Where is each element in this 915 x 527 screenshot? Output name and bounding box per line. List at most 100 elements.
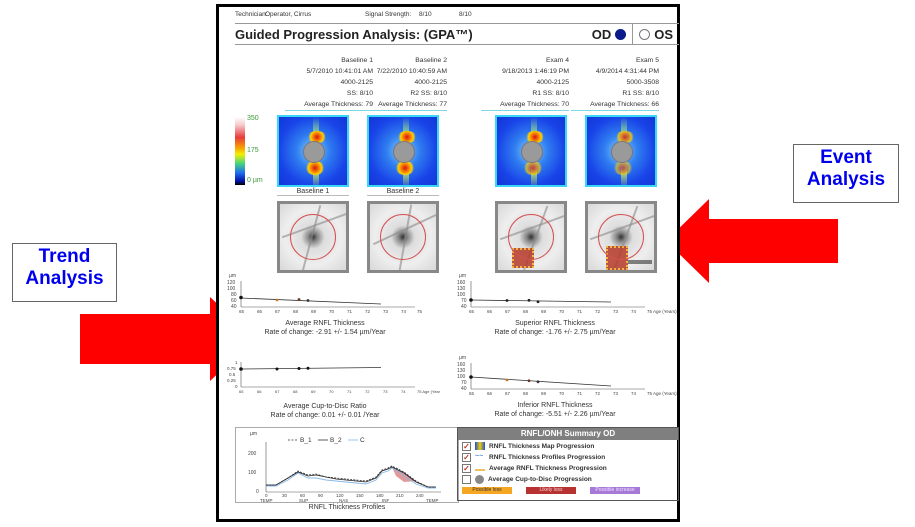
chart-title: Inferior RNFL Thickness (517, 402, 593, 409)
eye-os-selector[interactable]: OS (633, 27, 679, 42)
svg-text:160: 160 (457, 362, 466, 368)
svg-text:70: 70 (329, 309, 335, 314)
radio-selected-icon (615, 28, 627, 40)
svg-text:B_2: B_2 (330, 437, 342, 444)
exam-datetime: 4/9/2014 4:31:44 PM (595, 68, 659, 75)
legend-likely-loss: Likely loss (526, 487, 576, 494)
summary-legend: Possible loss Likely loss Possible incre… (462, 487, 678, 494)
svg-text:74: 74 (401, 309, 407, 314)
svg-text:40: 40 (231, 304, 237, 310)
fundus-image-exam-5[interactable] (585, 201, 657, 273)
fundus-image-exam-4[interactable] (495, 201, 567, 273)
svg-text:74: 74 (631, 391, 637, 396)
svg-text:100: 100 (248, 470, 257, 476)
svg-text:67: 67 (505, 309, 511, 314)
summary-row-profiles-progression: ✓ ~~ RNFL Thickness Profiles Progression (462, 452, 678, 462)
svg-text:80: 80 (231, 292, 237, 298)
superior-rnfl-trend-chart: µm 160 130 100 70 40 65 66 67 68 69 70 71 72 73 74 75 … (455, 271, 685, 321)
thickness-map-icon (475, 442, 485, 450)
svg-text:µm: µm (229, 273, 236, 279)
avg-rnfl-trend-caption: Average RNFL Thickness Rate of change: -… (225, 319, 425, 337)
exam-serial: 4000-2125 (414, 79, 447, 86)
exam-avg-thickness: Average Thickness: 79 (285, 99, 373, 111)
checkbox-checked-icon[interactable]: ✓ (462, 452, 471, 462)
svg-text:C: C (360, 437, 365, 444)
svg-text:180: 180 (376, 493, 384, 498)
svg-text:70: 70 (329, 389, 334, 394)
svg-text:100: 100 (227, 286, 236, 292)
svg-text:70: 70 (461, 380, 467, 386)
rate-of-change: Rate of change: -2.91 +/- 1.54 µm/Year (264, 329, 386, 336)
technician-value: Operator, Cirrus (265, 11, 312, 18)
summary-item-label: RNFL Thickness Profiles Progression (489, 453, 606, 461)
summary-row-map-progression: ✓ RNFL Thickness Map Progression (462, 441, 678, 451)
svg-text:0.75: 0.75 (227, 366, 236, 371)
svg-text:72: 72 (365, 389, 370, 394)
fundus-image-baseline-2[interactable] (367, 201, 439, 273)
thickness-map-baseline-2[interactable] (367, 115, 439, 187)
exam-datetime: 5/7/2010 10:41:01 AM (306, 68, 373, 75)
svg-text:67: 67 (505, 391, 511, 396)
checkbox-checked-icon[interactable]: ✓ (462, 463, 471, 473)
trend-analysis-callout: Trend Analysis (12, 243, 117, 302)
profile-wave-icon: ~~ (475, 453, 484, 460)
thickness-map-exam-4[interactable] (495, 115, 567, 187)
svg-text:71: 71 (347, 389, 352, 394)
svg-text:60: 60 (231, 298, 237, 304)
rnfl-onh-summary: RNFL/ONH Summary OD ✓ RNFL Thickness Map… (457, 427, 679, 501)
chart-title: Average Cup-to-Disc Ratio (283, 403, 367, 410)
svg-text:74: 74 (631, 309, 637, 314)
summary-title: RNFL/ONH Summary OD (458, 428, 678, 440)
svg-text:90: 90 (318, 493, 324, 498)
cup-disc-trend-caption: Average Cup-to-Disc Ratio Rate of change… (225, 402, 425, 420)
svg-text:71: 71 (577, 391, 583, 396)
avg-rnfl-trend-chart: µm 120 100 80 60 40 65 66 67 68 69 70 71 72 73 74 75 (225, 271, 425, 321)
superior-rnfl-trend-caption: Superior RNFL Thickness Rate of change: … (455, 319, 655, 337)
svg-text:65: 65 (469, 391, 475, 396)
svg-text:71: 71 (347, 309, 353, 314)
svg-text:SUP: SUP (299, 498, 308, 502)
svg-text:65: 65 (469, 309, 475, 314)
checkbox-unchecked-icon[interactable] (462, 474, 471, 484)
trend-arrow-icon (80, 297, 255, 381)
exam-signal: R2 SS: 8/10 (410, 90, 447, 97)
eye-od-selector[interactable]: OD (586, 23, 634, 45)
svg-text:130: 130 (457, 286, 466, 292)
signal-strength-value-2: 8/10 (459, 11, 472, 18)
report-title: Guided Progression Analysis: (GPA™) (235, 26, 473, 42)
svg-text:0: 0 (265, 493, 268, 498)
svg-text:75 Age (Year: 75 Age (Year (417, 389, 441, 394)
svg-text:72: 72 (595, 309, 601, 314)
exam-avg-thickness: Average Thickness: 66 (571, 99, 659, 111)
svg-text:68: 68 (523, 309, 529, 314)
svg-text:68: 68 (293, 309, 299, 314)
summary-row-cup-disc-progression: Average Cup-to-Disc Progression (462, 474, 678, 484)
svg-text:69: 69 (541, 391, 547, 396)
svg-text:75 Age (Years): 75 Age (Years) (647, 309, 677, 314)
svg-text:66: 66 (487, 309, 493, 314)
svg-text:72: 72 (365, 309, 371, 314)
thickness-map-baseline-1[interactable] (277, 115, 349, 187)
svg-text:40: 40 (461, 386, 467, 392)
svg-text:INF: INF (382, 498, 390, 502)
svg-text:69: 69 (311, 389, 316, 394)
svg-text:210: 210 (396, 493, 404, 498)
svg-text:240: 240 (416, 493, 424, 498)
svg-text:73: 73 (383, 389, 388, 394)
scale-mid-label: 175 (247, 147, 259, 154)
svg-text:B_1: B_1 (300, 437, 312, 444)
svg-text:TEMP: TEMP (260, 498, 273, 502)
legend-possible-increase: Possible increase (590, 487, 640, 494)
checkbox-checked-icon[interactable]: ✓ (462, 441, 471, 451)
trend-line-icon (475, 466, 485, 471)
thickness-map-exam-5[interactable] (585, 115, 657, 187)
svg-text:30: 30 (282, 493, 288, 498)
radio-unselected-icon (639, 28, 651, 40)
fundus-image-baseline-1[interactable] (277, 201, 349, 273)
image-label-baseline-1: Baseline 1 (277, 188, 349, 196)
exam-info-baseline-2: Baseline 2 7/22/2010 10:40:59 AM 4000-21… (357, 55, 447, 111)
svg-text:0: 0 (235, 384, 238, 389)
inferior-rnfl-trend-chart: µm 160 130 100 70 40 65 66 67 68 69 70 71 72 73 74 75 … (455, 353, 685, 403)
report-header: Guided Progression Analysis: (GPA™) OD O… (235, 23, 679, 45)
svg-text:69: 69 (541, 309, 547, 314)
